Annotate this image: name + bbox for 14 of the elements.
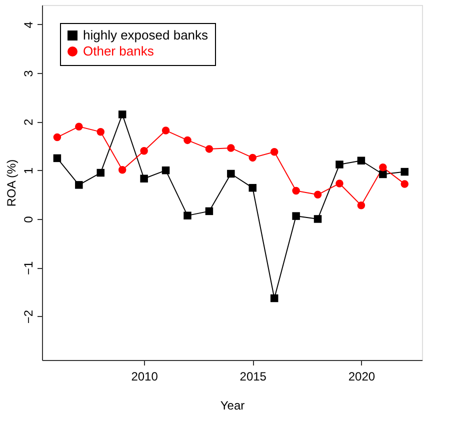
y-axis-title: ROA (%): [4, 159, 18, 207]
y-tick-label: 2: [22, 118, 36, 126]
legend-label: Other banks: [83, 44, 154, 58]
x-tick-label: 2010: [131, 370, 158, 384]
y-tick-label: 4: [22, 21, 36, 28]
y-tick-label: 0: [22, 216, 36, 223]
x-tick-label: 2015: [240, 370, 267, 384]
legend-label: highly exposed banks: [83, 28, 209, 42]
y-tick-label: −2: [22, 310, 36, 324]
y-tick-label: 3: [22, 70, 36, 77]
x-axis-title: Year: [220, 398, 245, 412]
y-tick-label: −1: [22, 260, 36, 275]
y-tick-label: 1: [22, 167, 36, 174]
x-tick-label: 2020: [348, 370, 376, 384]
